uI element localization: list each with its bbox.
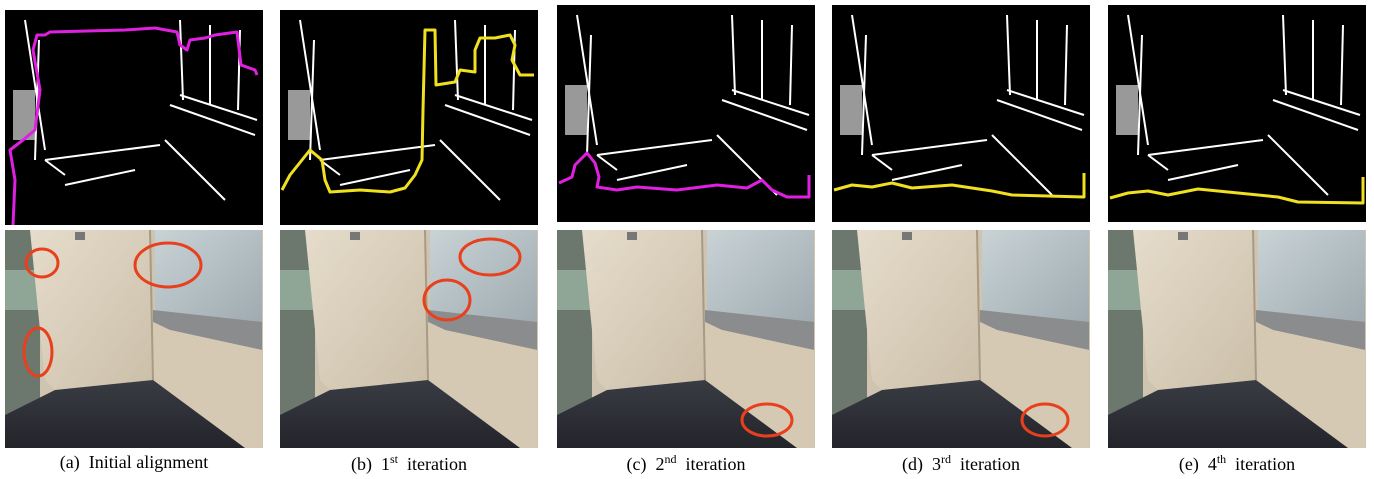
caption: (e) 4th iteration xyxy=(1108,452,1366,475)
caption-text: iteration xyxy=(407,454,467,474)
vent xyxy=(627,232,637,240)
caption-text: iteration xyxy=(686,454,746,474)
edge-map xyxy=(280,10,538,225)
caption: (c) 2nd iteration xyxy=(557,452,815,475)
edge-background xyxy=(1108,5,1366,222)
caption-text: iteration xyxy=(960,454,1020,474)
caption-label: (b) xyxy=(351,454,372,474)
window xyxy=(1258,230,1365,325)
caption: (b) 1st iteration xyxy=(280,452,538,475)
caption-text: Initial alignment xyxy=(89,452,208,472)
edge-clutter xyxy=(565,85,587,135)
photo xyxy=(1108,230,1366,448)
photo xyxy=(5,230,263,448)
edge-map xyxy=(557,5,815,222)
caption-number: 4 xyxy=(1208,454,1217,474)
caption-label: (c) xyxy=(627,454,647,474)
photo xyxy=(557,230,815,448)
edge-background xyxy=(280,10,538,225)
window xyxy=(707,230,814,325)
window xyxy=(982,230,1089,325)
pillar xyxy=(1133,230,1256,390)
photo xyxy=(832,230,1090,448)
edge-map xyxy=(1108,5,1366,222)
figure xyxy=(0,0,1374,479)
vent xyxy=(350,232,360,240)
caption-number: 3 xyxy=(932,454,941,474)
caption-suffix: rd xyxy=(941,452,951,466)
edge-background xyxy=(5,10,263,225)
caption-number: 1 xyxy=(381,454,390,474)
caption-suffix: st xyxy=(390,452,398,466)
edge-map xyxy=(832,5,1090,222)
caption-suffix: nd xyxy=(665,452,677,466)
caption-label: (a) xyxy=(60,452,80,472)
vent xyxy=(1178,232,1188,240)
vent xyxy=(75,232,85,240)
edge-map xyxy=(5,10,263,225)
caption-label: (e) xyxy=(1179,454,1199,474)
edge-clutter xyxy=(288,90,310,140)
pillar xyxy=(582,230,705,390)
photo xyxy=(280,230,538,448)
edge-clutter xyxy=(840,85,862,135)
caption-number: 2 xyxy=(656,454,665,474)
caption-suffix: th xyxy=(1217,452,1226,466)
caption: (a) Initial alignment xyxy=(5,452,263,473)
window xyxy=(430,230,537,325)
page: {"figure": {"panels": [ {"label": "(a)",… xyxy=(0,0,1374,479)
vent xyxy=(902,232,912,240)
pillar xyxy=(305,230,428,390)
edge-background xyxy=(832,5,1090,222)
edge-clutter xyxy=(1116,85,1138,135)
caption-text: iteration xyxy=(1235,454,1295,474)
caption-label: (d) xyxy=(902,454,923,474)
pillar xyxy=(857,230,980,390)
caption: (d) 3rd iteration xyxy=(832,452,1090,475)
